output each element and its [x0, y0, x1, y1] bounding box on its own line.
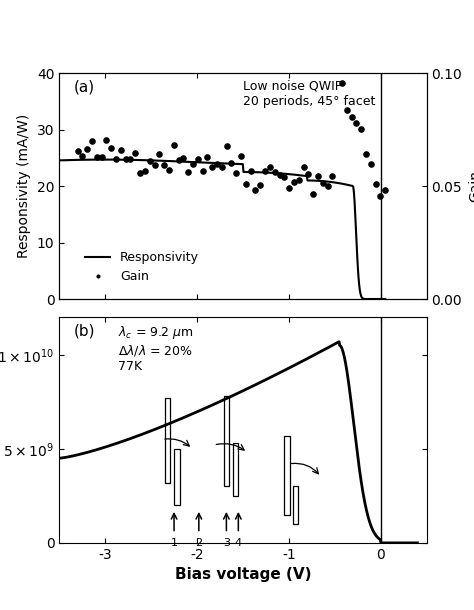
Point [357, 124, 365, 134]
Point [137, 168, 144, 178]
Text: 4: 4 [235, 538, 242, 548]
Point [93, 152, 100, 162]
Point [79, 151, 86, 161]
Point [300, 162, 307, 172]
Point [271, 167, 279, 177]
Point [146, 156, 154, 166]
Point [333, 65, 341, 75]
Point [324, 181, 331, 191]
Point [314, 171, 322, 181]
Point [184, 167, 192, 177]
Point [382, 185, 389, 195]
Point [141, 167, 149, 176]
Y-axis label: Gain: Gain [468, 170, 474, 202]
Point [160, 160, 168, 170]
Point [377, 192, 384, 201]
Point [281, 172, 288, 182]
Point [232, 168, 240, 178]
Point [155, 149, 163, 159]
Point [348, 113, 356, 123]
Bar [233, 443, 238, 496]
Bar [292, 486, 298, 524]
Point [256, 180, 264, 190]
Point [98, 152, 105, 162]
Point [165, 165, 173, 175]
Point [290, 177, 298, 187]
Point [353, 118, 360, 128]
Point [319, 178, 327, 188]
Point [127, 154, 134, 164]
Legend: Responsivity, Gain: Responsivity, Gain [80, 246, 204, 289]
Bar [284, 436, 290, 515]
Point [175, 156, 182, 165]
Point [88, 136, 96, 146]
Text: 2: 2 [195, 538, 202, 548]
Text: 3: 3 [223, 538, 230, 548]
Point [343, 106, 351, 115]
Point [328, 171, 336, 181]
Bar [174, 449, 180, 505]
Point [305, 169, 312, 179]
Text: (b): (b) [74, 324, 95, 339]
Point [108, 143, 115, 152]
Point [310, 189, 317, 199]
Point [362, 149, 370, 159]
Point [112, 154, 120, 163]
Point [122, 154, 129, 164]
Point [367, 159, 374, 168]
Point [285, 184, 293, 193]
Point [247, 166, 255, 176]
Point [372, 179, 380, 188]
Text: 1: 1 [171, 538, 178, 548]
Point [228, 158, 235, 168]
Text: (a): (a) [74, 80, 95, 95]
Point [180, 153, 187, 163]
Text: $\lambda_c$ = 9.2 $\mu$m
$\Delta\lambda/\lambda$ = 20%
77K: $\lambda_c$ = 9.2 $\mu$m $\Delta\lambda/… [118, 324, 194, 373]
Y-axis label: Responsivity (mA/W): Responsivity (mA/W) [17, 114, 31, 258]
Point [204, 152, 211, 162]
Point [131, 148, 139, 158]
Point [117, 145, 125, 155]
Point [237, 151, 245, 161]
Point [103, 135, 110, 145]
Point [74, 146, 82, 156]
Point [189, 159, 197, 169]
Text: Low noise QWIP
20 periods, 45° facet: Low noise QWIP 20 periods, 45° facet [243, 80, 375, 108]
Point [276, 170, 283, 180]
Point [261, 167, 269, 176]
Point [83, 144, 91, 154]
Bar [165, 398, 170, 483]
Point [209, 162, 216, 171]
Point [213, 159, 221, 169]
Point [170, 140, 178, 149]
Point [194, 154, 201, 163]
Point [266, 162, 273, 171]
Point [242, 179, 250, 188]
Point [223, 141, 230, 151]
X-axis label: Bias voltage (V): Bias voltage (V) [175, 567, 311, 583]
Point [151, 160, 158, 170]
Point [218, 162, 226, 172]
Point [338, 77, 346, 87]
Point [252, 185, 259, 195]
Point [295, 175, 302, 185]
Bar [224, 396, 229, 486]
Point [199, 166, 206, 176]
